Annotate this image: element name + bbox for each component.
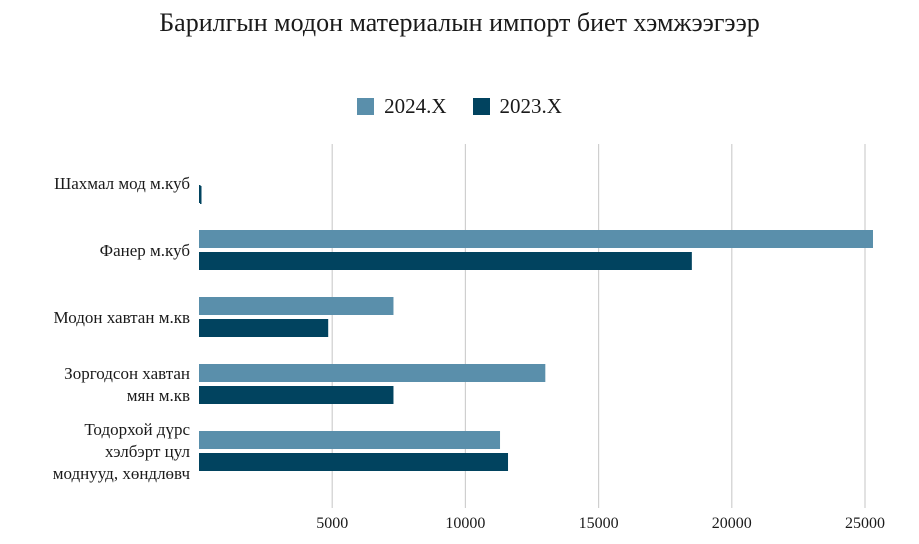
bar-2023-cat0 xyxy=(199,185,201,203)
x-tick-label-20000: 20000 xyxy=(712,515,752,532)
legend-swatch-2023 xyxy=(472,98,490,115)
legend-label-2023: 2023.X xyxy=(499,94,562,118)
bar-2024-cat1 xyxy=(199,230,873,248)
category-label-0-line0: Шахмал мод м.куб xyxy=(54,174,190,193)
bar-2023-cat1 xyxy=(199,252,692,270)
category-label-4-line2: моднууд, хөндлөвч xyxy=(53,464,191,483)
bar-2023-cat4 xyxy=(199,453,509,471)
bar-2023-cat0-mark xyxy=(200,186,202,204)
category-label-2-line0: Модон хавтан м.кв xyxy=(54,308,190,327)
category-label-1-line0: Фанер м.куб xyxy=(100,241,190,260)
category-label-3-line1: мян м.кв xyxy=(127,386,190,405)
legend-item-2024: 2024.X xyxy=(357,94,447,119)
category-label-4-line1: хэлбэрт цул xyxy=(105,442,191,461)
x-tick-label-5000: 5000 xyxy=(316,515,348,532)
x-tick-label-15000: 15000 xyxy=(579,515,619,532)
legend-swatch-2024 xyxy=(357,98,375,115)
category-label-4-line0: Тодорхой дүрс xyxy=(84,420,190,439)
bar-2024-cat2 xyxy=(199,297,394,315)
legend-label-2024: 2024.X xyxy=(384,94,447,118)
category-label-3-line0: Зоргодсон хавтан xyxy=(64,364,190,383)
bar-2024-cat3 xyxy=(199,364,546,382)
legend: 2024.X 2023.X xyxy=(0,94,919,119)
x-tick-label-25000: 25000 xyxy=(845,515,885,532)
bar-2023-cat3 xyxy=(199,386,394,404)
bar-2023-cat2 xyxy=(199,319,329,337)
chart-title: Барилгын модон материалын импорт биет хэ… xyxy=(159,8,760,37)
x-tick-label-10000: 10000 xyxy=(445,515,485,532)
bar-2024-cat4 xyxy=(199,431,501,449)
legend-item-2023: 2023.X xyxy=(472,94,562,119)
